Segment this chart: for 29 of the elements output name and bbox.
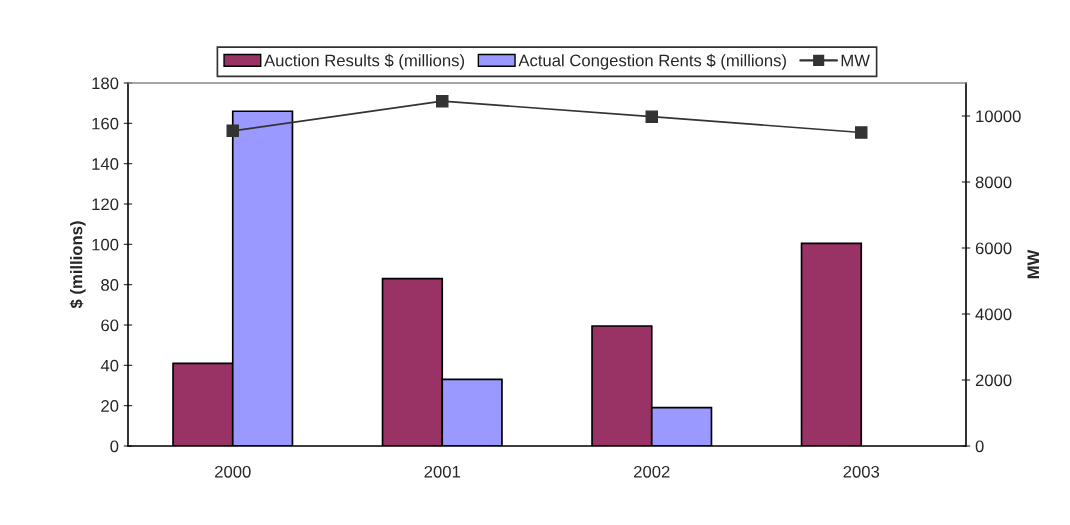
y-tick-label: 60 (101, 319, 119, 332)
x-tick-label: 2001 (424, 465, 460, 478)
point (226, 124, 240, 138)
y2-tick-label: 2000 (975, 374, 1012, 387)
x-tick-label: 2003 (843, 465, 880, 478)
point (645, 110, 659, 123)
legend-label: Auction Results $ (millions) (264, 53, 465, 70)
y2-tick-label: 8000 (975, 176, 1012, 189)
y-axis-title: $ (millions) (69, 221, 86, 309)
legend-label: MW (841, 54, 870, 67)
y2-tick-label: 10000 (976, 110, 1021, 123)
y-tick-label: 80 (101, 279, 119, 291)
point (854, 126, 868, 139)
y-tick-label: 20 (101, 400, 119, 412)
x-tick-label: 2000 (215, 465, 251, 478)
x-tick-label: 2002 (634, 465, 670, 478)
y2-axis-title: MW (1027, 249, 1039, 279)
y2-tick-label: 6000 (975, 242, 1012, 255)
y-tick-label: 120 (92, 198, 119, 211)
y2-tick-label: 0 (975, 440, 984, 453)
y-tick-label: 0 (110, 440, 119, 453)
y-tick-label: 160 (92, 117, 119, 130)
y-tick-label: 180 (92, 77, 119, 90)
y-tick-label: 100 (92, 238, 119, 251)
y-tick-label: 40 (100, 359, 119, 372)
y-tick-label: 140 (92, 158, 119, 170)
legend-label: Actual Congestion Rents $ (millions) (518, 53, 786, 70)
point (435, 94, 449, 108)
y2-tick-label: 4000 (975, 308, 1012, 321)
